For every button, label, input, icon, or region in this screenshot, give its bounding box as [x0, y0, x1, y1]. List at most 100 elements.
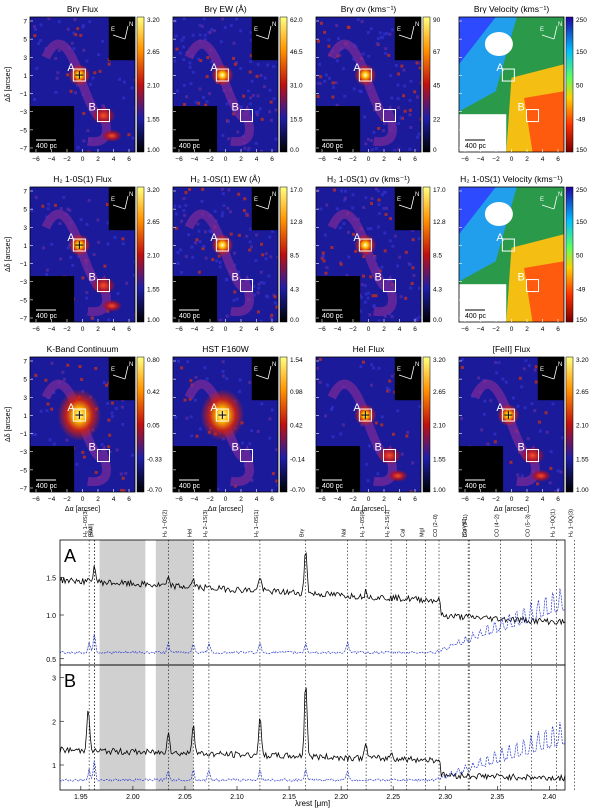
y-tick-label: 5 — [23, 207, 27, 214]
line-label: HeI — [187, 528, 193, 537]
region-b-label: B — [232, 272, 239, 284]
spiral-arm — [184, 209, 254, 317]
speckle — [189, 415, 193, 419]
x-tick-label: −4 — [48, 156, 56, 163]
speckle — [370, 148, 374, 152]
speckle — [380, 423, 384, 427]
speckle — [351, 206, 355, 210]
speckle — [63, 377, 67, 381]
speckle — [218, 318, 222, 322]
speckle — [203, 366, 207, 370]
speckle — [220, 187, 224, 191]
region-b-label: B — [232, 102, 239, 114]
speckle — [364, 292, 368, 296]
masked-region — [394, 187, 421, 231]
colorbar-tick-label: 250 — [576, 187, 587, 194]
speckle — [182, 209, 186, 213]
speckle — [206, 56, 210, 60]
panel-title: H₂ 1-0S(1) σv (kms⁻¹) — [327, 174, 410, 184]
speckle — [374, 294, 378, 298]
speckle — [66, 363, 70, 367]
speckle — [249, 96, 253, 100]
x-tick-label: −6 — [32, 496, 40, 503]
region-a-label: A — [496, 62, 504, 74]
speckle — [331, 95, 335, 99]
speckle — [359, 365, 363, 369]
speckle — [188, 65, 192, 69]
speckle — [340, 189, 344, 193]
speckle — [248, 248, 252, 252]
speckle — [259, 270, 263, 274]
speckle — [316, 39, 320, 43]
spiral-arm — [327, 39, 397, 147]
region-a-box — [215, 238, 229, 252]
speckle — [229, 24, 233, 28]
colorbar-tick-label: 12.8 — [290, 219, 303, 226]
speckle — [88, 82, 92, 86]
x-tick-label: 4 — [112, 326, 116, 333]
speckle — [69, 89, 73, 93]
speckle — [404, 296, 408, 300]
y-axis-label: Δδ [arcsec] — [5, 407, 12, 442]
speckle — [130, 86, 134, 90]
masked-region — [316, 276, 361, 322]
scale-bar-label: 400 pc — [465, 313, 487, 320]
speckle — [248, 380, 252, 384]
speckle — [256, 110, 260, 114]
speckle — [180, 366, 184, 370]
speckle — [377, 212, 381, 216]
colorbar-tick-label: -49 — [576, 286, 586, 293]
x-tick-label: 2.40 — [543, 794, 557, 801]
x-tick-label: 6 — [127, 326, 131, 333]
speckle — [93, 71, 97, 75]
line-label: H₂ 1−0S(1) — [254, 509, 260, 537]
speckle — [403, 84, 407, 88]
north-label: N — [129, 362, 133, 368]
y-tick-label: 3 — [23, 395, 27, 402]
speckle — [388, 32, 392, 36]
speckle — [179, 271, 183, 275]
speckle — [534, 380, 538, 384]
region-b-label: B — [375, 272, 382, 284]
speckle — [376, 37, 380, 41]
speckle — [363, 300, 367, 304]
speckle — [213, 209, 217, 213]
speckle — [254, 259, 258, 263]
x-tick-label: 2 — [96, 326, 100, 333]
speckle — [332, 85, 336, 89]
region-b-box — [240, 449, 253, 463]
speckle — [61, 370, 65, 374]
speckle — [197, 101, 201, 105]
region-b-label: B — [518, 102, 525, 114]
x-tick-label: 2.00 — [126, 794, 140, 801]
region-b-label: B — [375, 442, 382, 454]
speckle — [218, 260, 222, 264]
speckle — [380, 193, 384, 197]
speckle — [501, 377, 505, 381]
line-label: H₂ 2−1S(1) — [385, 509, 391, 537]
speckle — [257, 282, 261, 286]
speckle — [131, 136, 135, 140]
speckle — [221, 211, 225, 215]
speckle — [351, 193, 355, 197]
speckle — [408, 263, 412, 267]
speckle — [516, 404, 520, 408]
x-tick-label: 2.10 — [230, 794, 244, 801]
speckle — [47, 202, 51, 206]
colorbar-tick-label: 62.0 — [290, 17, 303, 24]
colorbar-tick-label: 0.05 — [147, 423, 160, 430]
speckle — [369, 27, 373, 31]
x-tick-label: 2 — [239, 326, 243, 333]
speckle — [344, 189, 348, 193]
east-arrow — [541, 34, 555, 40]
speckle — [227, 188, 231, 192]
speckle — [188, 61, 192, 65]
speckle — [516, 473, 520, 477]
colorbar — [422, 356, 431, 493]
speckle — [199, 59, 203, 63]
speckle — [66, 207, 70, 211]
scale-bar-label: 400 pc — [465, 143, 487, 150]
speckle — [318, 82, 322, 86]
speckle — [366, 479, 370, 483]
speckle — [261, 253, 265, 257]
